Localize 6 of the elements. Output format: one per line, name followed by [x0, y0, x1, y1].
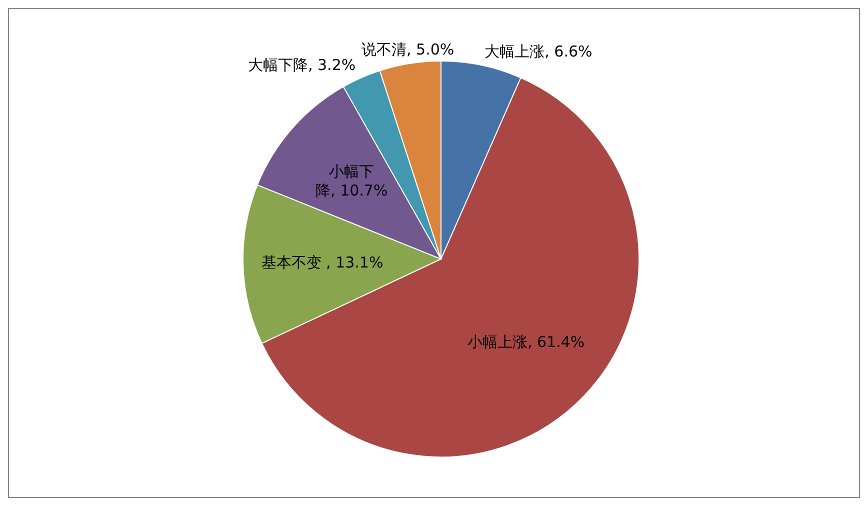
- slice-label: 说不清, 5.0%: [362, 40, 454, 59]
- slice-label: 大幅下降, 3.2%: [248, 56, 356, 74]
- slice-label: 大幅上涨, 6.6%: [484, 42, 592, 61]
- slice-label: 小幅上涨, 61.4%: [467, 332, 585, 351]
- slice-label: 基本不变 , 13.1%: [261, 253, 384, 272]
- slice-label: 小幅下降, 10.7%: [316, 162, 388, 200]
